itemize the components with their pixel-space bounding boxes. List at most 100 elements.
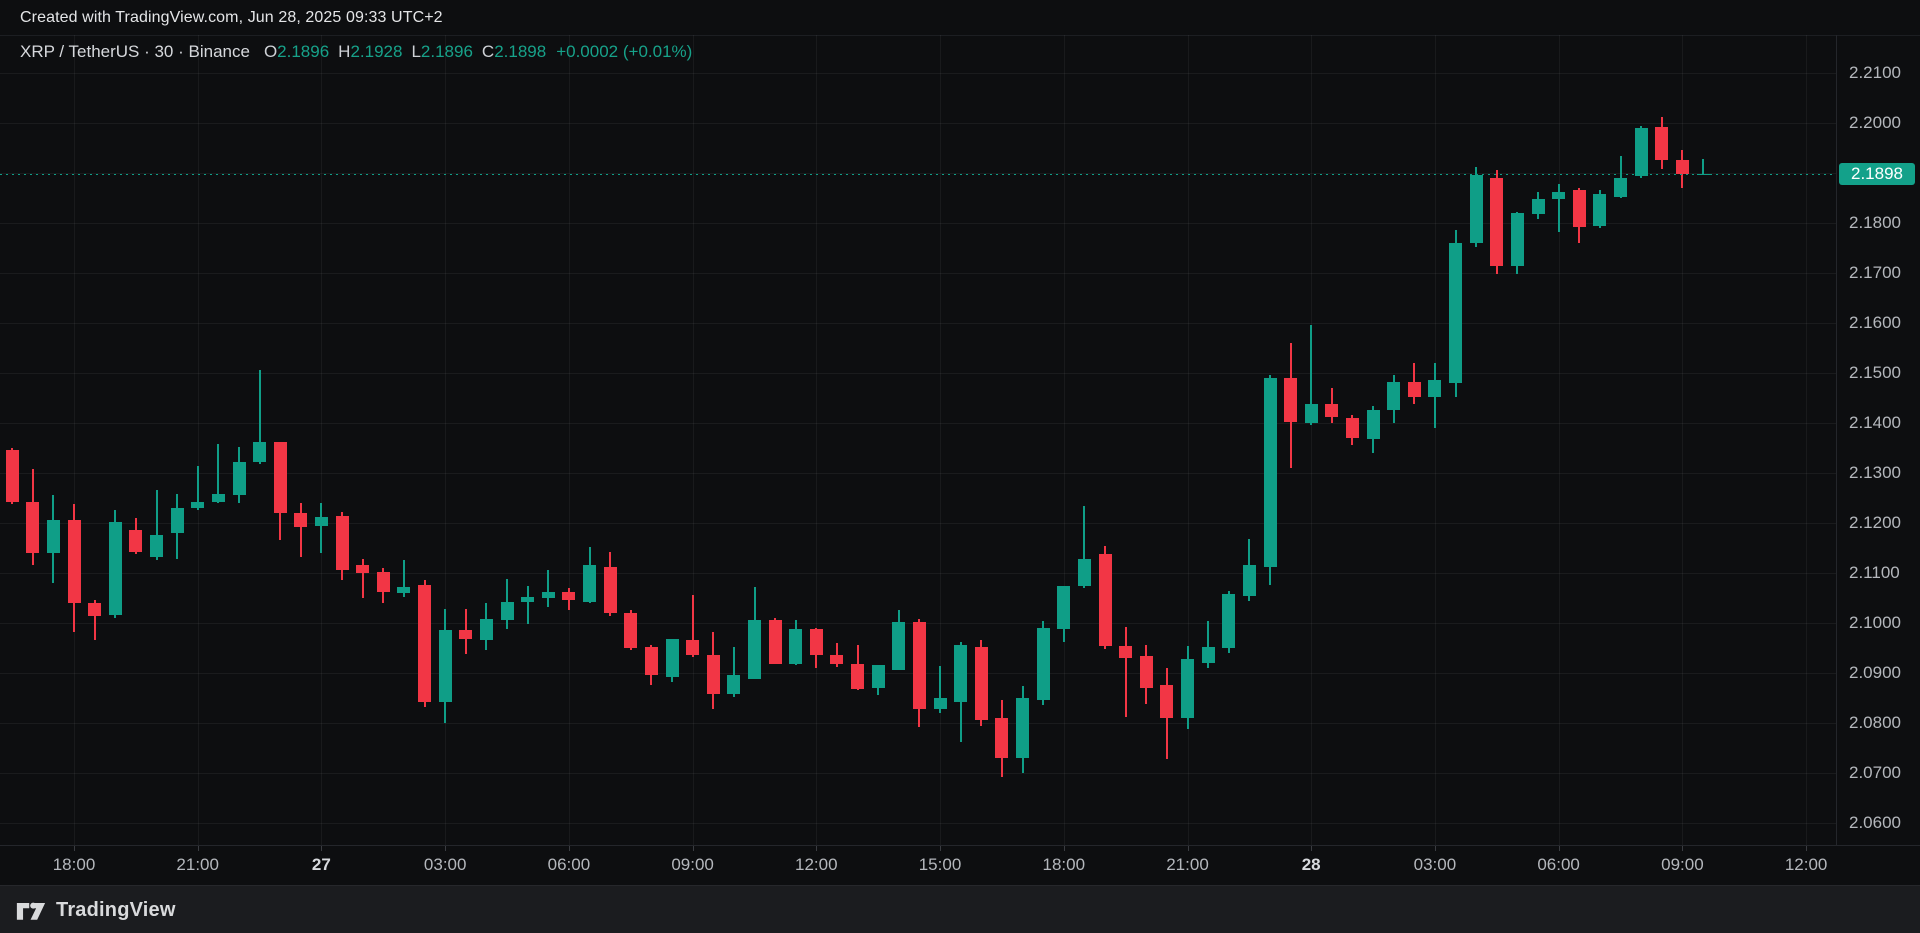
tradingview-logo-icon[interactable]: [16, 897, 46, 923]
candle-wick[interactable]: [939, 666, 941, 713]
candle-body[interactable]: [624, 613, 638, 649]
candle-body[interactable]: [170, 508, 184, 534]
candle-wick[interactable]: [1557, 184, 1560, 232]
candle-body[interactable]: [1655, 127, 1669, 161]
candle-body[interactable]: [1387, 381, 1401, 411]
candle-body[interactable]: [335, 516, 349, 570]
candle-body[interactable]: [1593, 194, 1607, 227]
candle-wick[interactable]: [547, 570, 550, 607]
candle-body[interactable]: [273, 441, 287, 514]
price-scale[interactable]: 2.2100 2.2000 2.1800 2.1700 2.1600 2.1500 2.14…: [1836, 35, 1920, 845]
candle-wick[interactable]: [93, 600, 96, 640]
candle-body[interactable]: [67, 520, 81, 603]
candle-wick[interactable]: [361, 559, 364, 599]
candle-body[interactable]: [1222, 594, 1236, 648]
candle-body[interactable]: [768, 619, 782, 664]
candle-body[interactable]: [1407, 381, 1421, 397]
candle-wick[interactable]: [1702, 158, 1704, 175]
candle-body[interactable]: [1057, 585, 1071, 630]
candle-wick[interactable]: [155, 490, 158, 561]
candle-body[interactable]: [727, 675, 741, 694]
candle-body[interactable]: [1077, 558, 1091, 586]
candle-body[interactable]: [748, 619, 761, 680]
candle-body[interactable]: [1284, 378, 1298, 422]
candle-body[interactable]: [500, 601, 514, 621]
candle-body[interactable]: [1242, 565, 1256, 597]
candle-body[interactable]: [418, 585, 431, 702]
candle-wick[interactable]: [196, 466, 199, 511]
candle-wick[interactable]: [258, 370, 261, 464]
candle-wick[interactable]: [1207, 621, 1210, 668]
candle-body[interactable]: [706, 655, 720, 694]
candle-wick[interactable]: [1083, 505, 1086, 588]
candle-body[interactable]: [974, 646, 988, 721]
candle-wick[interactable]: [402, 560, 405, 597]
candle-body[interactable]: [1016, 698, 1029, 759]
candle-body[interactable]: [26, 501, 40, 554]
candle-body[interactable]: [521, 596, 535, 602]
candle-body[interactable]: [562, 591, 576, 600]
candle-body[interactable]: [1181, 659, 1194, 718]
candle-body[interactable]: [1139, 656, 1153, 688]
candle-wick[interactable]: [1619, 155, 1622, 198]
candle-body[interactable]: [129, 530, 143, 553]
candle-body[interactable]: [1098, 554, 1112, 647]
candle-body[interactable]: [1449, 242, 1462, 384]
candle-body[interactable]: [541, 591, 555, 599]
candle-body[interactable]: [1552, 191, 1566, 200]
candle-body[interactable]: [108, 521, 122, 616]
candle-body[interactable]: [871, 665, 885, 688]
candle-body[interactable]: [1366, 410, 1380, 439]
candle-body[interactable]: [1201, 647, 1215, 663]
candle-body[interactable]: [438, 630, 452, 702]
candle-body[interactable]: [88, 602, 102, 617]
candle-body[interactable]: [150, 535, 163, 558]
candle-body[interactable]: [1572, 190, 1586, 228]
candle-body[interactable]: [1490, 177, 1504, 267]
candle-body[interactable]: [809, 628, 823, 656]
candle-body[interactable]: [1160, 685, 1174, 718]
candle-body[interactable]: [1304, 404, 1318, 423]
candle-body[interactable]: [314, 517, 328, 527]
candle-wick[interactable]: [299, 502, 302, 557]
candle-wick[interactable]: [1124, 627, 1127, 717]
candle-body[interactable]: [1510, 212, 1524, 267]
candle-body[interactable]: [253, 441, 267, 462]
candle-wick[interactable]: [217, 443, 220, 503]
candle-body[interactable]: [479, 619, 493, 641]
candle-body[interactable]: [892, 621, 906, 671]
chart-pane[interactable]: [0, 35, 1836, 845]
candle-body[interactable]: [232, 461, 246, 496]
brand-name[interactable]: TradingView: [56, 898, 176, 921]
candle-body[interactable]: [376, 571, 390, 592]
candle-body[interactable]: [397, 586, 411, 594]
candle-body[interactable]: [644, 646, 658, 676]
candle-body[interactable]: [211, 493, 225, 502]
candle-body[interactable]: [1675, 160, 1689, 174]
candle-body[interactable]: [1345, 417, 1359, 438]
candle-body[interactable]: [1263, 378, 1277, 567]
symbol-title[interactable]: XRP / TetherUS · 30 · Binance: [20, 42, 250, 61]
candle-body[interactable]: [1634, 128, 1648, 176]
candle-body[interactable]: [583, 565, 596, 602]
candle-wick[interactable]: [526, 585, 529, 624]
time-scale[interactable]: 18:00 21:00 27 03:00 06:00 09:00 12:00 15:00 18:…: [0, 845, 1920, 886]
candle-body[interactable]: [46, 520, 60, 554]
candle-body[interactable]: [603, 566, 617, 614]
candle-wick[interactable]: [732, 646, 735, 697]
candle-body[interactable]: [191, 501, 205, 509]
candle-body[interactable]: [1614, 178, 1627, 197]
candle-body[interactable]: [830, 655, 844, 664]
candle-body[interactable]: [1325, 404, 1339, 417]
candle-body[interactable]: [1036, 628, 1050, 700]
candle-body[interactable]: [294, 513, 308, 528]
candle-body[interactable]: [459, 630, 473, 639]
candle-wick[interactable]: [691, 595, 694, 657]
candle-body[interactable]: [851, 663, 865, 689]
candle-body[interactable]: [686, 640, 700, 656]
candle-body[interactable]: [1469, 175, 1483, 243]
candle-body[interactable]: [954, 645, 968, 702]
candle-body[interactable]: [912, 621, 926, 709]
candle-body[interactable]: [665, 638, 679, 677]
candle-body[interactable]: [933, 698, 947, 710]
